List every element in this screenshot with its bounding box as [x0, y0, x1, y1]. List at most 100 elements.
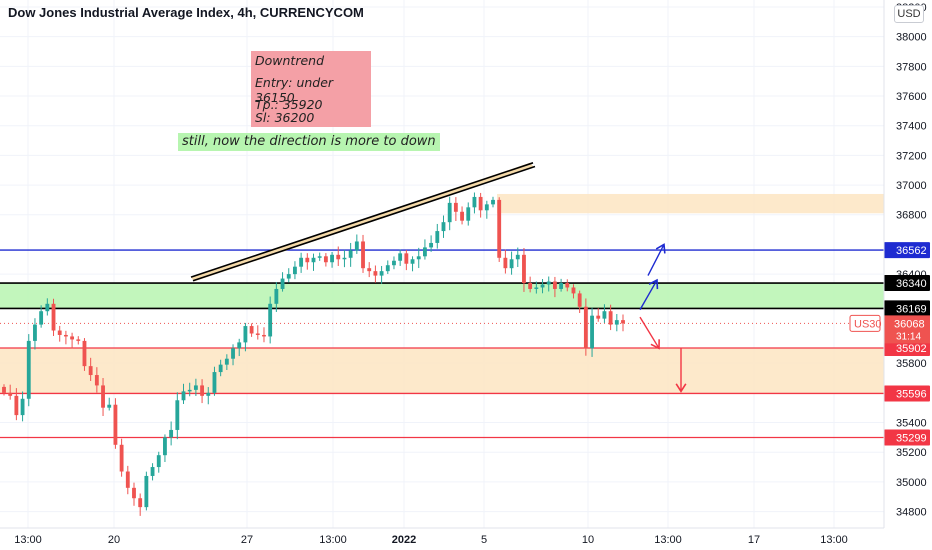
time-tick-label: 10	[582, 534, 594, 546]
candle-body	[14, 395, 19, 416]
candle-body	[447, 202, 452, 223]
direction-comment: still, now the direction is more to down	[178, 133, 440, 151]
candle-body	[392, 260, 396, 266]
price-zone	[497, 193, 884, 214]
time-axis-bg	[0, 528, 932, 550]
candle-body	[94, 375, 99, 386]
price-label-box	[884, 429, 930, 446]
candle-body	[181, 391, 186, 401]
candle-body	[311, 257, 316, 263]
arrow-up-small	[639, 279, 658, 311]
candle-body	[385, 265, 390, 272]
candle-body	[169, 429, 174, 438]
candle-body	[323, 256, 328, 263]
candle-body	[429, 242, 434, 248]
candle-body	[255, 333, 260, 335]
candle-body	[546, 281, 551, 285]
candle-body	[534, 287, 539, 289]
time-tick-label: 5	[481, 534, 487, 546]
candle-body	[138, 498, 143, 508]
projection-arrows	[639, 243, 687, 393]
price-tick-label: 34800	[896, 507, 927, 519]
candle-body	[460, 211, 464, 221]
candle-body	[274, 288, 279, 304]
candle-body	[187, 389, 192, 392]
candle-body	[125, 471, 130, 488]
candle-body	[218, 364, 223, 373]
arrow-down-large-head	[675, 383, 687, 393]
candle-body	[583, 306, 588, 349]
arrow-up-small-head	[648, 278, 659, 290]
candle-body	[70, 336, 75, 340]
arrow-down-small-head	[650, 339, 660, 350]
candle-body	[280, 278, 285, 289]
price-zone	[0, 283, 884, 309]
candle-body	[82, 340, 87, 367]
candle-body	[268, 303, 273, 337]
chart-title: Dow Jones Industrial Average Index, 4h, …	[8, 5, 364, 20]
trend-line-lower	[192, 165, 536, 282]
price-tick-label: 37200	[896, 150, 927, 162]
candle-body	[398, 253, 403, 261]
candle-body	[478, 196, 483, 211]
price-label-text: 35596	[896, 388, 927, 400]
candle-body	[404, 253, 409, 264]
price-label-text: 35902	[896, 343, 927, 355]
candle-body	[453, 202, 458, 212]
currency-button[interactable]: USD	[894, 5, 924, 23]
candle-body	[107, 404, 112, 408]
candle-body	[76, 339, 81, 341]
trade-note-entry: Entry: under 36150	[255, 75, 334, 105]
candle-body	[243, 326, 248, 343]
candle-body	[509, 259, 514, 269]
candle-body	[361, 241, 365, 269]
candle-body	[212, 372, 217, 393]
candle-body	[416, 256, 421, 260]
price-zone	[0, 348, 884, 394]
price-label-text: 36169	[896, 303, 927, 315]
candle-body	[2, 386, 6, 393]
candle-body	[571, 287, 576, 294]
candle-body	[540, 284, 545, 288]
candle-body	[101, 385, 105, 408]
candle-body	[336, 254, 341, 260]
candle-body	[621, 320, 625, 324]
candle-body	[57, 330, 62, 335]
candle-body	[63, 334, 68, 337]
time-tick-label: 13:00	[319, 534, 347, 546]
arrow-down-small	[639, 316, 660, 349]
time-tick-label: 13:00	[14, 534, 42, 546]
price-label-text: 35299	[896, 433, 927, 445]
candle-body	[175, 400, 180, 430]
price-axis[interactable]: 3480035000352003540035600358003640036800…	[849, 0, 932, 550]
candle-body	[565, 283, 570, 288]
trade-note: Downtrend Entry: under 36150 Tp.: 35920 …	[251, 51, 371, 127]
candle-body	[293, 266, 297, 275]
candle-body	[299, 257, 304, 267]
candle-body	[193, 385, 198, 390]
price-label-box	[884, 242, 930, 259]
candle-body	[150, 467, 155, 476]
candle-body	[497, 199, 502, 258]
candle-body	[503, 257, 508, 269]
current-price-text: 36068	[894, 318, 925, 330]
candle-body	[608, 311, 613, 325]
price-label-box	[884, 275, 930, 292]
price-label-box	[884, 385, 930, 402]
candle-body	[45, 303, 50, 312]
price-label-box	[884, 340, 930, 357]
candle-body	[552, 281, 557, 289]
candle-body	[113, 404, 118, 445]
candle-body	[602, 311, 607, 319]
candle-body	[231, 348, 235, 359]
candle-body	[119, 444, 124, 472]
trade-note-trend: Downtrend	[255, 53, 325, 68]
time-tick-label: 13:00	[820, 534, 848, 546]
candle-body	[441, 222, 446, 232]
price-label-text: 36562	[896, 245, 927, 257]
time-tick-label: 20	[108, 534, 120, 546]
symbol-tag-text: US30	[854, 318, 882, 330]
candle-body	[614, 320, 619, 325]
